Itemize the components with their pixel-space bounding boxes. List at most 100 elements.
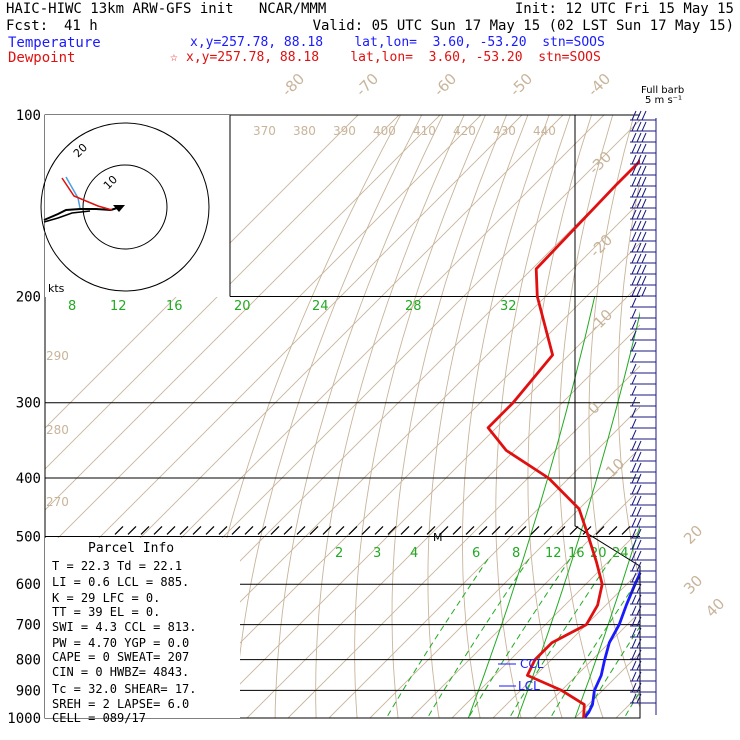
parcel-row: PW = 4.70 YGP = 0.0 (52, 636, 189, 650)
level-hatch (153, 526, 163, 535)
parcel-row: TT = 39 EL = 0. (52, 605, 160, 619)
dewpoint-trace (486, 159, 640, 718)
barb-flag (631, 418, 637, 429)
pressure-label: 1000 (7, 711, 41, 727)
isotherm-line (205, 283, 640, 718)
barb-flag (636, 121, 642, 132)
mixing-ratio-line (645, 297, 740, 719)
barb-flag (641, 286, 647, 297)
barb-flag (631, 550, 637, 561)
pressure-label: 200 (16, 290, 41, 306)
barb-flag (641, 231, 647, 242)
barb-flag (636, 165, 642, 176)
barb-flag (636, 484, 642, 495)
barb-flag (641, 220, 647, 231)
wind-barb (630, 594, 656, 605)
parcel-row: LI = 0.6 LCL = 885. (52, 575, 189, 589)
barb-flag (631, 385, 637, 396)
barb-flag (631, 209, 637, 220)
theta-label: 270 (46, 495, 69, 509)
wind-barb (630, 462, 656, 473)
isotherm-line (657, 115, 740, 718)
wind-barb (630, 220, 656, 231)
barb-flag (636, 649, 642, 660)
isotherm-line (410, 488, 640, 718)
wind-barbs (630, 110, 657, 715)
wind-barb (630, 176, 656, 187)
level-hatch (517, 526, 527, 535)
barb-flag (631, 253, 637, 264)
isotherm-label: 40 (702, 595, 728, 621)
barb-flag (631, 297, 637, 308)
barb-flag (631, 396, 637, 407)
barb-flag (636, 286, 642, 297)
barb-flag (631, 594, 637, 605)
level-hatch (140, 526, 150, 535)
barb-flag (631, 517, 637, 528)
level-hatch (283, 526, 293, 535)
level-hatch (608, 526, 618, 535)
barb-flag (636, 451, 642, 462)
barb-flag (636, 187, 642, 198)
barb-flag (631, 572, 637, 583)
level-hatch (205, 526, 215, 535)
barb-flag (631, 616, 637, 627)
dry-adiabat (700, 115, 740, 718)
barb-flag (631, 605, 637, 616)
barb-flag (636, 660, 642, 671)
isotherm-label: -80 (278, 70, 308, 100)
barb-flag (641, 275, 647, 286)
wind-barb (630, 484, 656, 495)
barb-flag (641, 209, 647, 220)
isotherm-label: -10 (586, 306, 616, 336)
level-hatch (114, 526, 124, 535)
wind-barb (630, 495, 656, 506)
barb-flag (636, 671, 642, 682)
pressure-label: 700 (16, 618, 41, 634)
isotherm-line (246, 324, 640, 718)
parcel-row: T = 22.3 Td = 22.1 (52, 559, 182, 573)
wind-barb (630, 550, 656, 561)
wind-barb (630, 451, 656, 462)
level-hatch (231, 526, 241, 535)
isotherm-line (451, 529, 640, 718)
level-hatch (374, 526, 384, 535)
barb-flag (631, 275, 637, 286)
isotherm-line (492, 570, 640, 718)
star-icon: ☆ (170, 50, 178, 65)
wind-barb (630, 297, 656, 308)
wind-barb (630, 319, 656, 330)
level-hatch (595, 526, 605, 535)
barb-flag (636, 605, 642, 616)
wind-barb (630, 517, 656, 528)
wind-barb (630, 605, 656, 616)
level-hatch (361, 526, 371, 535)
wind-barb (630, 275, 656, 286)
wind-barb (630, 396, 656, 407)
level-hatch (569, 526, 579, 535)
wind-barb (630, 583, 656, 594)
level-hatch (309, 526, 319, 535)
level-hatch (335, 526, 345, 535)
mixing-ratio-label: 8 (68, 299, 76, 314)
mixing-ratio-label: 12 (545, 546, 562, 561)
mixing-ratio-label: 28 (405, 299, 422, 314)
mixing-ratio-lines (385, 296, 740, 719)
barb-flag (636, 154, 642, 165)
isotherm-line (45, 115, 359, 429)
barb-flag (641, 253, 647, 264)
wind-barb (630, 429, 656, 440)
dry-adiabat (391, 115, 508, 718)
wind-barb (630, 231, 656, 242)
theta-label: 380 (293, 124, 316, 138)
barb-flag (636, 682, 642, 693)
mixing-ratio-label: 8 (512, 546, 520, 561)
wind-barb (630, 187, 656, 198)
dry-adiabat (674, 115, 740, 718)
barb-flag (641, 176, 647, 187)
wind-barb (630, 198, 656, 209)
wind-barb (630, 132, 656, 143)
forecast-label: Fcst: (6, 18, 49, 34)
level-hatch (322, 526, 332, 535)
